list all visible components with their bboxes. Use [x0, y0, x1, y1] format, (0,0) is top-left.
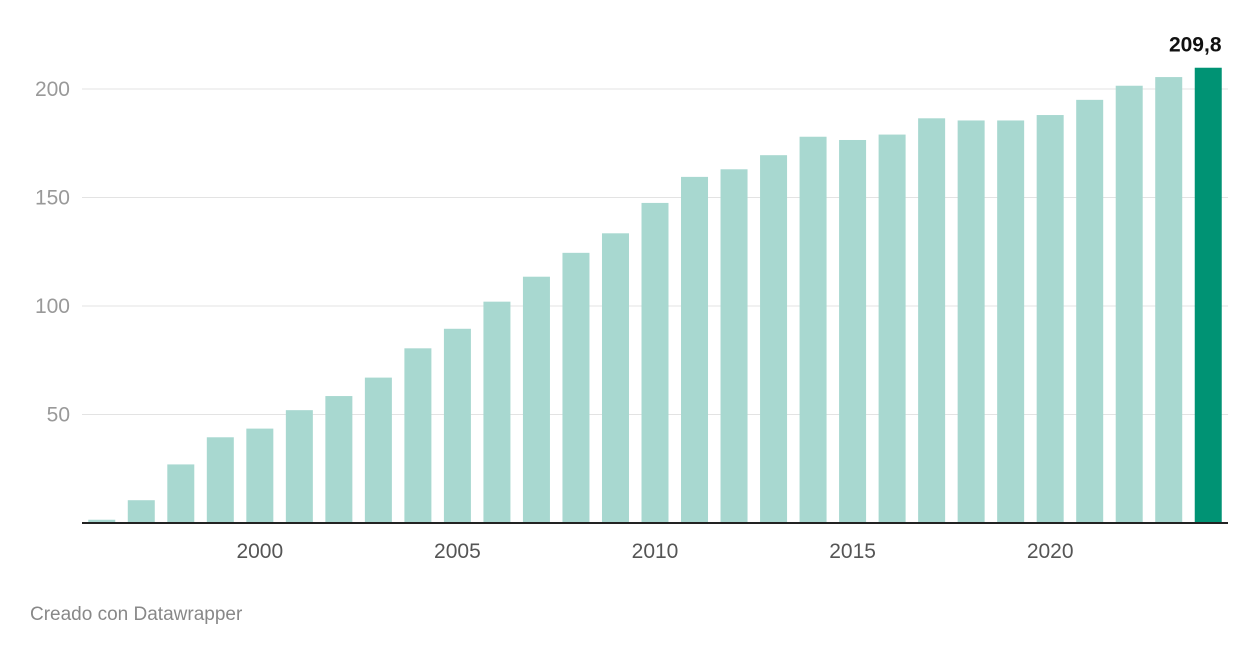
- bar-1999: [206, 437, 234, 523]
- y-axis: 50 100 150 200: [35, 78, 70, 427]
- bar-2022: [1115, 85, 1143, 524]
- bar-2009: [601, 233, 629, 523]
- x-tick-label: 2000: [236, 540, 283, 563]
- bar-2016: [878, 134, 906, 523]
- bar-2008: [562, 252, 590, 523]
- bar-2000: [246, 428, 274, 523]
- bar-2012: [720, 169, 748, 524]
- bar-1997: [127, 500, 155, 523]
- bar-2005: [443, 328, 471, 523]
- bar-2006: [483, 301, 511, 523]
- bar-2014: [799, 136, 827, 524]
- x-axis: 2000 2005 2010 2015 2020: [236, 540, 1073, 563]
- bar-2001: [285, 410, 313, 523]
- x-tick-label: 2005: [434, 540, 481, 563]
- bar-1996: [88, 519, 116, 523]
- bar-2021: [1076, 99, 1104, 523]
- x-tick-label: 2010: [632, 540, 679, 563]
- bar-2024: [1194, 67, 1222, 523]
- y-tick-label: 50: [47, 404, 70, 427]
- bar-2018: [957, 120, 985, 523]
- bar-2013: [760, 155, 788, 523]
- bar-value-label: 209,8: [1169, 34, 1222, 57]
- bar-2010: [641, 202, 669, 524]
- x-tick-label: 2020: [1027, 540, 1074, 563]
- credit-note: Creado con Datawrapper: [30, 604, 243, 625]
- bar-chart: 50 100 150 200 2000 2005 2010 2015 2020 209,8: [35, 34, 1228, 563]
- bar-2011: [681, 176, 709, 523]
- y-tick-label: 200: [35, 78, 70, 101]
- y-tick-label: 150: [35, 187, 70, 210]
- bar-2020: [1036, 115, 1064, 523]
- bar-2023: [1155, 77, 1183, 523]
- x-tick-label: 2015: [829, 540, 876, 563]
- bar-1998: [167, 464, 195, 523]
- bar-2017: [918, 118, 946, 524]
- bar-labels: 209,8: [1169, 34, 1222, 57]
- bar-2002: [325, 396, 353, 523]
- bar-2003: [364, 377, 392, 523]
- bar-2019: [997, 120, 1025, 523]
- bar-2004: [404, 348, 432, 523]
- y-tick-label: 100: [35, 295, 70, 318]
- bars: [88, 67, 1222, 524]
- bar-2007: [522, 276, 550, 523]
- bar-2015: [839, 139, 867, 523]
